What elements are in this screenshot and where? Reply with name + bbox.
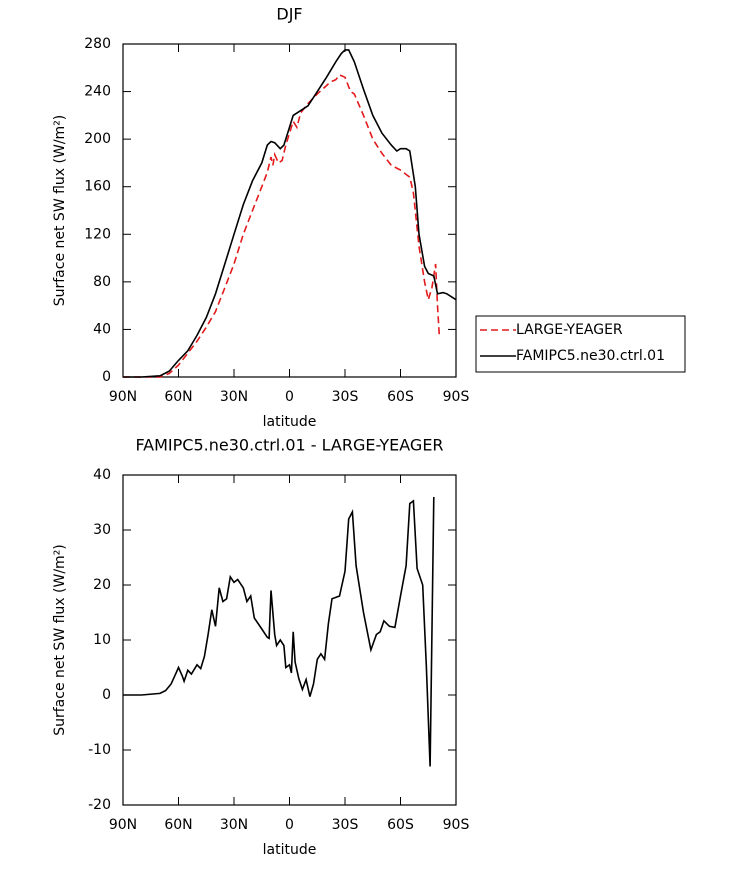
x-axis-label: latitude bbox=[263, 842, 317, 858]
x-tick-label: 0 bbox=[285, 389, 294, 405]
y-tick-label: 120 bbox=[84, 226, 111, 242]
y-axis-label: Surface net SW flux (W/m²) bbox=[52, 115, 68, 307]
x-tick-label: 60S bbox=[387, 389, 414, 405]
y-tick-label: 280 bbox=[84, 36, 111, 52]
x-tick-label: 90N bbox=[109, 817, 137, 833]
y-tick-label: -20 bbox=[88, 797, 111, 813]
legend-label: FAMIPC5.ne30.ctrl.01 bbox=[516, 348, 665, 364]
y-tick-label: 0 bbox=[102, 687, 111, 703]
y-tick-label: 30 bbox=[93, 522, 111, 538]
x-axis-label: latitude bbox=[263, 414, 317, 430]
y-tick-label: 80 bbox=[93, 274, 111, 290]
x-tick-label: 30S bbox=[332, 389, 359, 405]
y-tick-label: 20 bbox=[93, 577, 111, 593]
legend-label: LARGE-YEAGER bbox=[516, 322, 623, 338]
y-tick-label: 160 bbox=[84, 179, 111, 195]
y-tick-label: 200 bbox=[84, 131, 111, 147]
y-tick-label: 240 bbox=[84, 84, 111, 100]
x-tick-label: 0 bbox=[285, 817, 294, 833]
plot-frame bbox=[122, 43, 457, 378]
data-line bbox=[123, 496, 435, 767]
x-tick-label: 60N bbox=[164, 389, 192, 405]
data-line bbox=[123, 73, 441, 378]
x-tick-label: 90N bbox=[109, 389, 137, 405]
plot-frame bbox=[122, 474, 457, 806]
chart-title: FAMIPC5.ne30.ctrl.01 - LARGE-YEAGER bbox=[135, 436, 443, 455]
x-tick-label: 60N bbox=[164, 817, 192, 833]
y-tick-label: 10 bbox=[93, 632, 111, 648]
x-tick-label: 30S bbox=[332, 817, 359, 833]
x-tick-label: 30N bbox=[220, 817, 248, 833]
data-line bbox=[123, 49, 457, 378]
y-tick-label: 0 bbox=[102, 369, 111, 385]
x-tick-label: 90S bbox=[443, 389, 470, 405]
x-tick-label: 30N bbox=[220, 389, 248, 405]
y-tick-label: 40 bbox=[93, 467, 111, 483]
x-tick-label: 90S bbox=[443, 817, 470, 833]
y-tick-label: 40 bbox=[93, 321, 111, 337]
y-axis-label: Surface net SW flux (W/m²) bbox=[52, 544, 68, 736]
legend-box bbox=[475, 315, 686, 373]
x-tick-label: 60S bbox=[387, 817, 414, 833]
chart-title: DJF bbox=[276, 5, 302, 24]
y-tick-label: -10 bbox=[88, 742, 111, 758]
